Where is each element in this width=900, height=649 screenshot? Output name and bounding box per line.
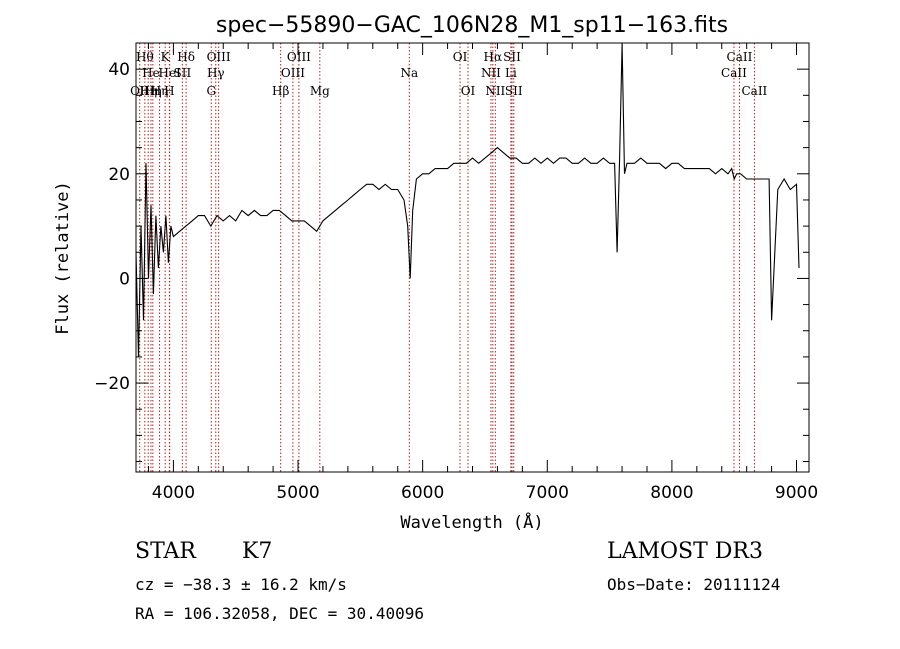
spectral-line-label: NII — [481, 66, 501, 80]
y-tick-label: 20 — [108, 165, 130, 185]
spectral-line-label: He — [142, 66, 160, 80]
ra-dec-coordinates: RA = 106.32058, DEC = 30.40096 — [135, 604, 424, 623]
spectral-line-label: OI — [453, 50, 468, 64]
x-tick-label: 5000 — [276, 483, 319, 503]
spectral-line-label: Hδ — [177, 50, 195, 64]
y-tick-label: 40 — [108, 60, 130, 80]
y-tick-label: 0 — [119, 269, 130, 289]
chart-title: spec−55890−GAC_106N28_M1_sp11−163.fits — [216, 13, 728, 38]
spectral-line-label: SII — [503, 50, 521, 64]
survey-name: LAMOST DR3 — [607, 539, 763, 564]
plot-frame — [135, 42, 810, 473]
spectral-line-label: H — [164, 84, 174, 98]
spectral-line-label: OII — [130, 84, 150, 98]
spectral-line-label: OIII — [287, 50, 311, 64]
x-tick-label: 4000 — [152, 483, 195, 503]
spectral-line-label: HeI — [158, 66, 181, 80]
spectral-line-label: K — [161, 50, 171, 64]
x-tick-label: 9000 — [775, 483, 818, 503]
y-axis-label: Flux (relative) — [53, 181, 73, 335]
spectral-line-label: Hβ — [272, 84, 289, 98]
spectral-line-label: Hα — [484, 50, 503, 64]
spectral-lines-layer — [139, 43, 755, 472]
spectral-line-label: CaII — [741, 84, 767, 98]
x-tick-label: 8000 — [650, 483, 693, 503]
spectral-line-label: CaII — [727, 50, 753, 64]
spectral-line-label: Hγ — [207, 66, 225, 80]
x-axis-label: Wavelength (Å) — [400, 511, 543, 533]
flux-series-line — [135, 43, 800, 357]
spectral-line-label: Hθ — [136, 50, 154, 64]
spectral-line-label: OIII — [207, 50, 231, 64]
spectral-line-label: Hη — [151, 84, 169, 98]
spectral-line-label: G — [206, 84, 216, 98]
observation-date: Obs−Date: 20111124 — [607, 575, 781, 594]
spectral-line-label: Hη — [144, 84, 162, 98]
spectral-line-label: SII — [505, 84, 523, 98]
spectral-line-label: Mg — [310, 84, 330, 98]
x-tick-label: 7000 — [526, 483, 569, 503]
spectral-line-label: OI — [461, 84, 476, 98]
object-class: STAR — [135, 539, 196, 564]
spectral-line-label: Na — [400, 66, 418, 80]
spectral-line-label: Hη — [139, 84, 157, 98]
x-axis-ticks: 4000 5000 6000 7000 8000 9000 — [147, 43, 818, 503]
redshift-cz: cz = −38.3 ± 16.2 km/s — [135, 575, 347, 594]
spectral-line-label: OIII — [281, 66, 305, 80]
spectral-line-label: SII — [174, 66, 192, 80]
x-tick-label: 6000 — [401, 483, 444, 503]
y-axis-ticks: −20 0 20 40 — [94, 42, 809, 463]
object-subclass: K7 — [242, 539, 273, 564]
y-tick-label: −20 — [94, 374, 130, 394]
spectral-line-label: CaII — [721, 66, 747, 80]
spectral-labels-layer: OIIHθHηHeHηHηKHHeISIIHδGHγOIIIHβOIIIOIII… — [130, 50, 767, 98]
spectral-line-label: Li — [505, 66, 517, 80]
spectral-line-label: NII — [485, 84, 505, 98]
